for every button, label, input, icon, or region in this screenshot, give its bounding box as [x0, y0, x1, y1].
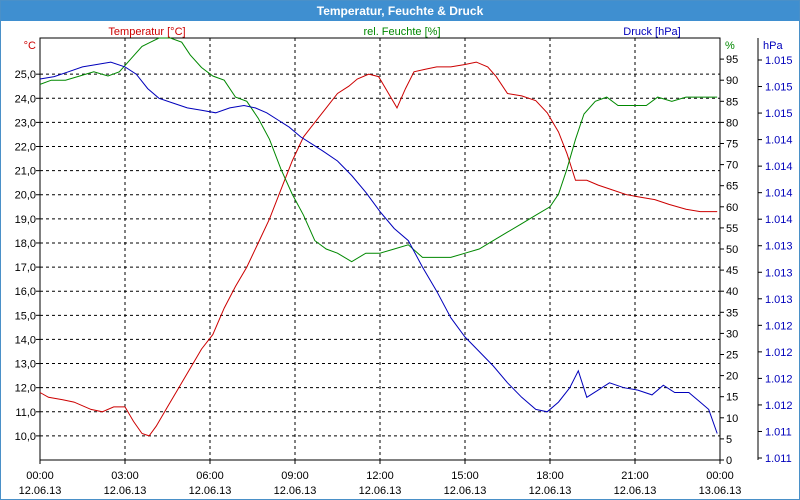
axis-titles: Temperatur [°C] rel. Feuchte [%] Druck [hP…	[108, 26, 680, 38]
temperature-axis-title: Temperatur [°C]	[108, 26, 185, 38]
window-title: Temperatur, Feuchte & Druck	[1, 1, 799, 21]
pressure-tick-label: 1.012	[765, 373, 793, 385]
humidity-tick-label: 10	[726, 413, 738, 425]
temperature-tick-label: 24,0	[15, 93, 36, 105]
temperature-tick-label: 13,0	[15, 359, 36, 371]
date-tick-label: 12.06.13	[359, 485, 402, 497]
time-tick-label: 00:00	[26, 470, 54, 482]
pressure-unit: hPa	[763, 40, 783, 52]
humidity-tick-label: 40	[726, 286, 738, 298]
humidity-tick-label: 45	[726, 265, 738, 277]
humidity-axis: 0 5 10 15 20 25 30 35 40 45 50 55 60 65 70 75 80 85 90 95%	[720, 40, 738, 467]
pressure-tick-label: 1.014	[765, 161, 793, 173]
temperature-tick-label: 22,0	[15, 142, 36, 154]
humidity-tick-label: 75	[726, 139, 738, 151]
humidity-tick-label: 30	[726, 328, 738, 340]
pressure-tick-label: 1.014	[765, 214, 793, 226]
pressure-tick-label: 1.012	[765, 347, 793, 359]
temperature-tick-label: 17,0	[15, 262, 36, 274]
temperature-unit: °C	[24, 40, 36, 52]
date-tick-label: 13.06.13	[699, 485, 742, 497]
humidity-tick-label: 55	[726, 223, 738, 235]
temperature-tick-label: 10,0	[15, 431, 36, 443]
humidity-tick-label: 85	[726, 96, 738, 108]
time-tick-label: 03:00	[111, 470, 139, 482]
humidity-series-line	[39, 37, 718, 263]
temperature-tick-label: 25,0	[15, 69, 36, 81]
pressure-tick-label: 1.014	[765, 135, 793, 147]
humidity-tick-label: 90	[726, 75, 738, 87]
humidity-tick-label: 70	[726, 160, 738, 172]
temperature-tick-label: 20,0	[15, 190, 36, 202]
pressure-tick-label: 1.012	[765, 400, 793, 412]
grid-lines	[40, 38, 720, 460]
pressure-tick-label: 1.013	[765, 267, 793, 279]
pressure-tick-label: 1.013	[765, 294, 793, 306]
humidity-tick-label: 95	[726, 54, 738, 66]
humidity-tick-label: 35	[726, 307, 738, 319]
time-tick-label: 12:00	[366, 470, 394, 482]
pressure-axis-title: Druck [hPa]	[623, 26, 680, 38]
pressure-tick-label: 1.012	[765, 320, 793, 332]
series-layer	[39, 37, 718, 437]
date-tick-label: 12.06.13	[19, 485, 62, 497]
humidity-tick-label: 15	[726, 392, 738, 404]
humidity-axis-title: rel. Feuchte [%]	[363, 26, 440, 38]
humidity-tick-label: 65	[726, 181, 738, 193]
time-axis: 00:00 12.06.13 03:00 12.06.13 06:00 12.06.13 0…	[19, 460, 742, 497]
humidity-tick-label: 25	[726, 350, 738, 362]
temperature-tick-label: 12,0	[15, 383, 36, 395]
date-tick-label: 12.06.13	[529, 485, 572, 497]
time-tick-label: 18:00	[536, 470, 564, 482]
temperature-tick-label: 15,0	[15, 310, 36, 322]
temperature-series-line	[39, 61, 718, 437]
pressure-tick-label: 1.015	[765, 108, 793, 120]
temperature-tick-label: 18,0	[15, 238, 36, 250]
pressure-axis: 1.011 1.011 1.012 1.012 1.012 1.012 1.013 1.013…	[757, 38, 793, 465]
time-tick-label: 00:00	[706, 470, 734, 482]
humidity-tick-label: 5	[726, 434, 732, 446]
humidity-tick-label: 50	[726, 244, 738, 256]
date-tick-label: 12.06.13	[104, 485, 147, 497]
time-tick-label: 15:00	[451, 470, 479, 482]
humidity-tick-label: 20	[726, 371, 738, 383]
humidity-tick-label: 0	[726, 455, 732, 467]
time-tick-label: 09:00	[281, 470, 309, 482]
temperature-axis: 10,0 11,0 12,0 13,0 14,0 15,0 16,0 17,0 18,0 19,0…	[15, 40, 40, 443]
temperature-tick-label: 19,0	[15, 214, 36, 226]
pressure-tick-label: 1.013	[765, 241, 793, 253]
time-tick-label: 06:00	[196, 470, 224, 482]
date-tick-label: 12.06.13	[274, 485, 317, 497]
pressure-tick-label: 1.015	[765, 55, 793, 67]
temperature-tick-label: 21,0	[15, 166, 36, 178]
pressure-tick-label: 1.011	[765, 426, 792, 438]
pressure-tick-label: 1.015	[765, 82, 793, 94]
pressure-series-line	[39, 61, 718, 434]
humidity-unit: %	[725, 40, 735, 52]
time-tick-label: 21:00	[621, 470, 649, 482]
date-tick-label: 12.06.13	[614, 485, 657, 497]
pressure-tick-label: 1.014	[765, 188, 793, 200]
pressure-tick-label: 1.011	[765, 453, 792, 465]
temperature-tick-label: 23,0	[15, 117, 36, 129]
temperature-tick-label: 14,0	[15, 334, 36, 346]
date-tick-label: 12.06.13	[444, 485, 487, 497]
temperature-tick-label: 11,0	[15, 407, 36, 419]
humidity-tick-label: 80	[726, 117, 738, 129]
date-tick-label: 12.06.13	[189, 485, 232, 497]
humidity-tick-label: 60	[726, 202, 738, 214]
temperature-tick-label: 16,0	[15, 286, 36, 298]
